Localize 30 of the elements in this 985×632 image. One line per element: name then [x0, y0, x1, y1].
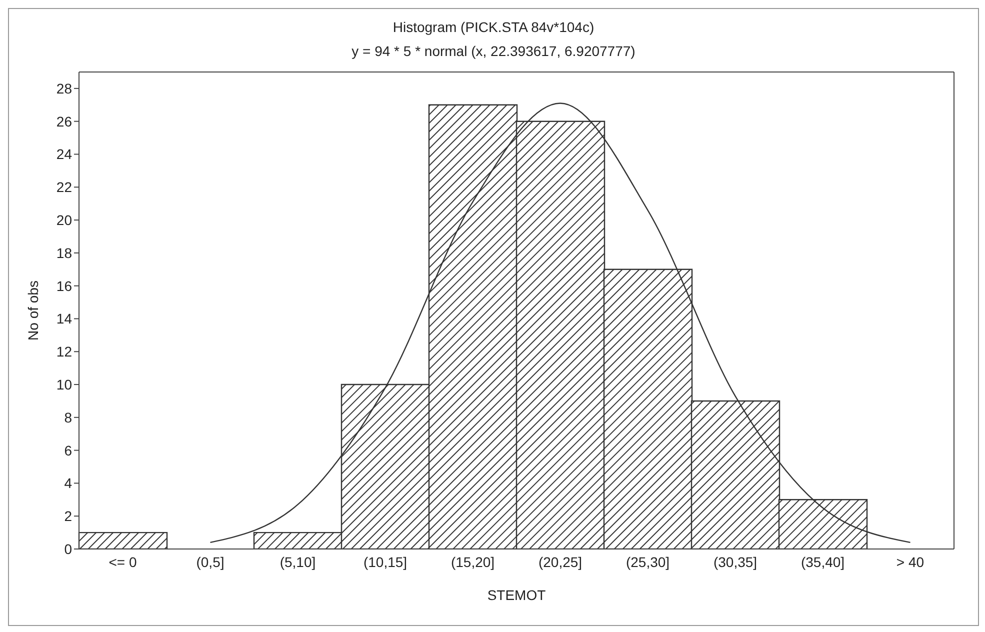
y-tick-label: 16 [56, 278, 72, 294]
y-tick-label: 20 [56, 212, 72, 228]
y-tick-label: 14 [56, 310, 72, 327]
chart-subtitle: y = 94 * 5 * normal (x, 22.393617, 6.9207777) [350, 43, 636, 59]
bar [78, 532, 168, 549]
x-tick-label: (15,20] [450, 554, 495, 570]
y-tick-label: 2 [64, 508, 72, 524]
x-tick-label: (35,40] [800, 554, 845, 570]
y-tick-label: 24 [56, 146, 72, 162]
x-tick-label: (5,10] [280, 554, 316, 570]
x-tick-label: <= 0 [108, 554, 137, 570]
y-tick-label: 6 [64, 442, 72, 458]
y-tick-label: 10 [56, 376, 72, 392]
x-tick-label: (25,30] [626, 554, 670, 570]
y-tick-label: 18 [56, 244, 72, 261]
x-tick-label: (20,25] [538, 554, 582, 570]
x-axis-title: STEMOT [487, 587, 546, 603]
y-tick-label: 8 [64, 409, 72, 426]
y-tick-label: 28 [56, 80, 72, 96]
y-tick-label: 0 [64, 540, 72, 557]
y-tick-label: 4 [64, 475, 72, 492]
y-tick-label: 26 [56, 113, 72, 130]
chart-title: Histogram (PICK.STA 84v*104c) [392, 19, 596, 35]
x-tick-label: (10,15] [363, 554, 408, 570]
y-tick-label: 22 [56, 179, 72, 196]
x-tick-label: (30,35] [713, 554, 758, 570]
y-tick-label: 12 [56, 344, 72, 360]
x-tick-label: (0,5] [196, 554, 224, 570]
y-axis-title: No of obs [24, 280, 41, 340]
x-tick-label: > 40 [896, 554, 924, 570]
